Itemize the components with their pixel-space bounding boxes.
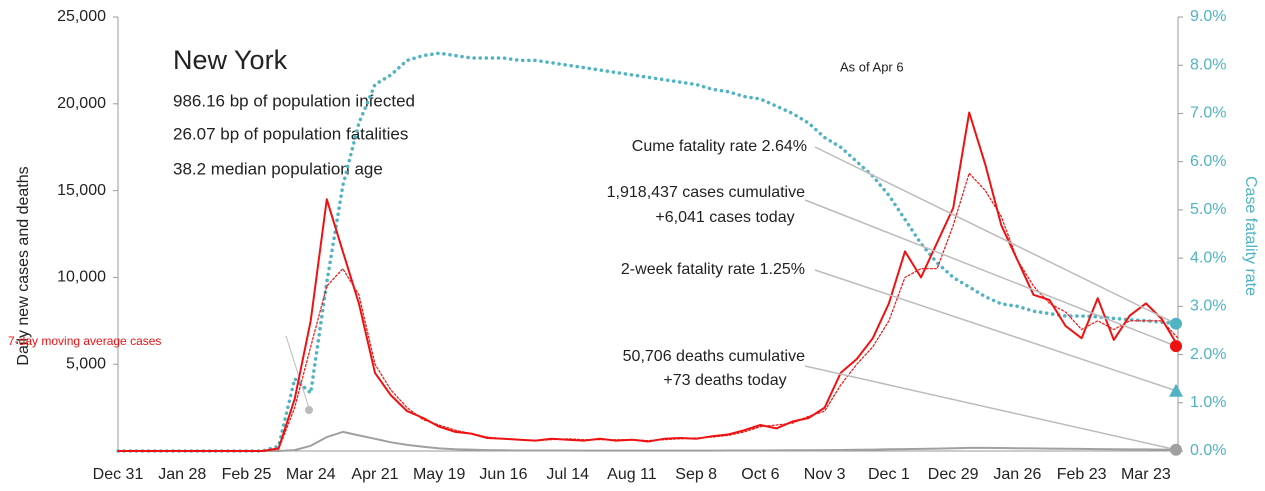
y2-tick-label: 3.0% xyxy=(1190,298,1226,315)
end-marker xyxy=(1169,383,1183,397)
y-axis-label: Daily new cases and deaths xyxy=(15,166,32,365)
y-tick-label: 10,000 xyxy=(57,269,106,286)
y2-tick-label: 7.0% xyxy=(1190,105,1226,122)
leader-line xyxy=(814,146,1177,325)
y2-tick-label: 0.0% xyxy=(1190,442,1226,459)
subtitle: 986.16 bp of population infected xyxy=(173,91,415,110)
x-tick-label: Dec 1 xyxy=(868,466,910,483)
y-tick-label: 25,000 xyxy=(57,8,106,25)
x-tick-label: Dec 29 xyxy=(928,466,979,483)
annotation: +6,041 cases today xyxy=(655,209,794,226)
subtitle: 26.07 bp of population fatalities xyxy=(173,124,408,143)
end-marker xyxy=(1170,317,1182,330)
x-tick-label: Apr 21 xyxy=(351,466,398,483)
x-tick-label: Jul 14 xyxy=(546,466,589,483)
chart-title: New York xyxy=(173,45,288,75)
y-tick-label: 20,000 xyxy=(57,95,106,112)
y2-tick-label: 9.0% xyxy=(1190,8,1226,25)
leader-line xyxy=(804,199,1177,347)
marker xyxy=(305,406,313,414)
x-tick-label: Feb 25 xyxy=(222,466,272,483)
series-line xyxy=(117,172,1179,452)
y2-tick-label: 2.0% xyxy=(1190,346,1226,363)
series-line xyxy=(118,430,1179,452)
x-tick-label: Dec 31 xyxy=(93,466,144,483)
y-tick-label: 15,000 xyxy=(57,182,106,199)
x-tick-label: Feb 23 xyxy=(1057,466,1107,483)
annotation: 2-week fatality rate 1.25% xyxy=(621,261,805,278)
leader-line xyxy=(814,269,1177,392)
annotation: 50,706 deaths cumulative xyxy=(623,348,805,365)
x-tick-label: Sep 8 xyxy=(675,466,717,483)
x-tick-label: Mar 23 xyxy=(1121,466,1171,483)
y-tick-label: 5,000 xyxy=(66,355,106,372)
y2-axis-label: Case fatality rate xyxy=(1242,176,1259,296)
series-line xyxy=(118,111,1179,452)
y2-tick-label: 1.0% xyxy=(1190,394,1226,411)
y2-tick-label: 6.0% xyxy=(1190,153,1226,170)
series-label: 7-day moving average cases xyxy=(8,334,161,348)
x-tick-label: Oct 6 xyxy=(741,466,779,483)
x-tick-label: Jan 26 xyxy=(993,466,1041,483)
x-tick-label: Mar 24 xyxy=(286,466,336,483)
end-marker xyxy=(1170,443,1182,456)
annotation: +73 deaths today xyxy=(663,372,786,389)
x-tick-label: Jun 16 xyxy=(479,466,527,483)
subtitle: 38.2 median population age xyxy=(173,159,383,178)
annotation: 1,918,437 cases cumulative xyxy=(607,184,805,201)
annotation: Cume fatality rate 2.64% xyxy=(632,138,807,155)
x-tick-label: Nov 3 xyxy=(804,466,846,483)
series-line xyxy=(116,51,1180,453)
leader-line xyxy=(285,335,310,409)
y2-tick-label: 5.0% xyxy=(1190,201,1226,218)
x-tick-label: Jan 28 xyxy=(158,466,206,483)
end-marker xyxy=(1170,340,1182,353)
x-tick-label: May 19 xyxy=(413,466,466,483)
x-tick-label: Aug 11 xyxy=(607,466,657,483)
y2-tick-label: 8.0% xyxy=(1190,56,1226,73)
as-of: As of Apr 6 xyxy=(840,59,904,74)
y2-tick-label: 4.0% xyxy=(1190,249,1226,266)
leader-line xyxy=(804,365,1177,451)
